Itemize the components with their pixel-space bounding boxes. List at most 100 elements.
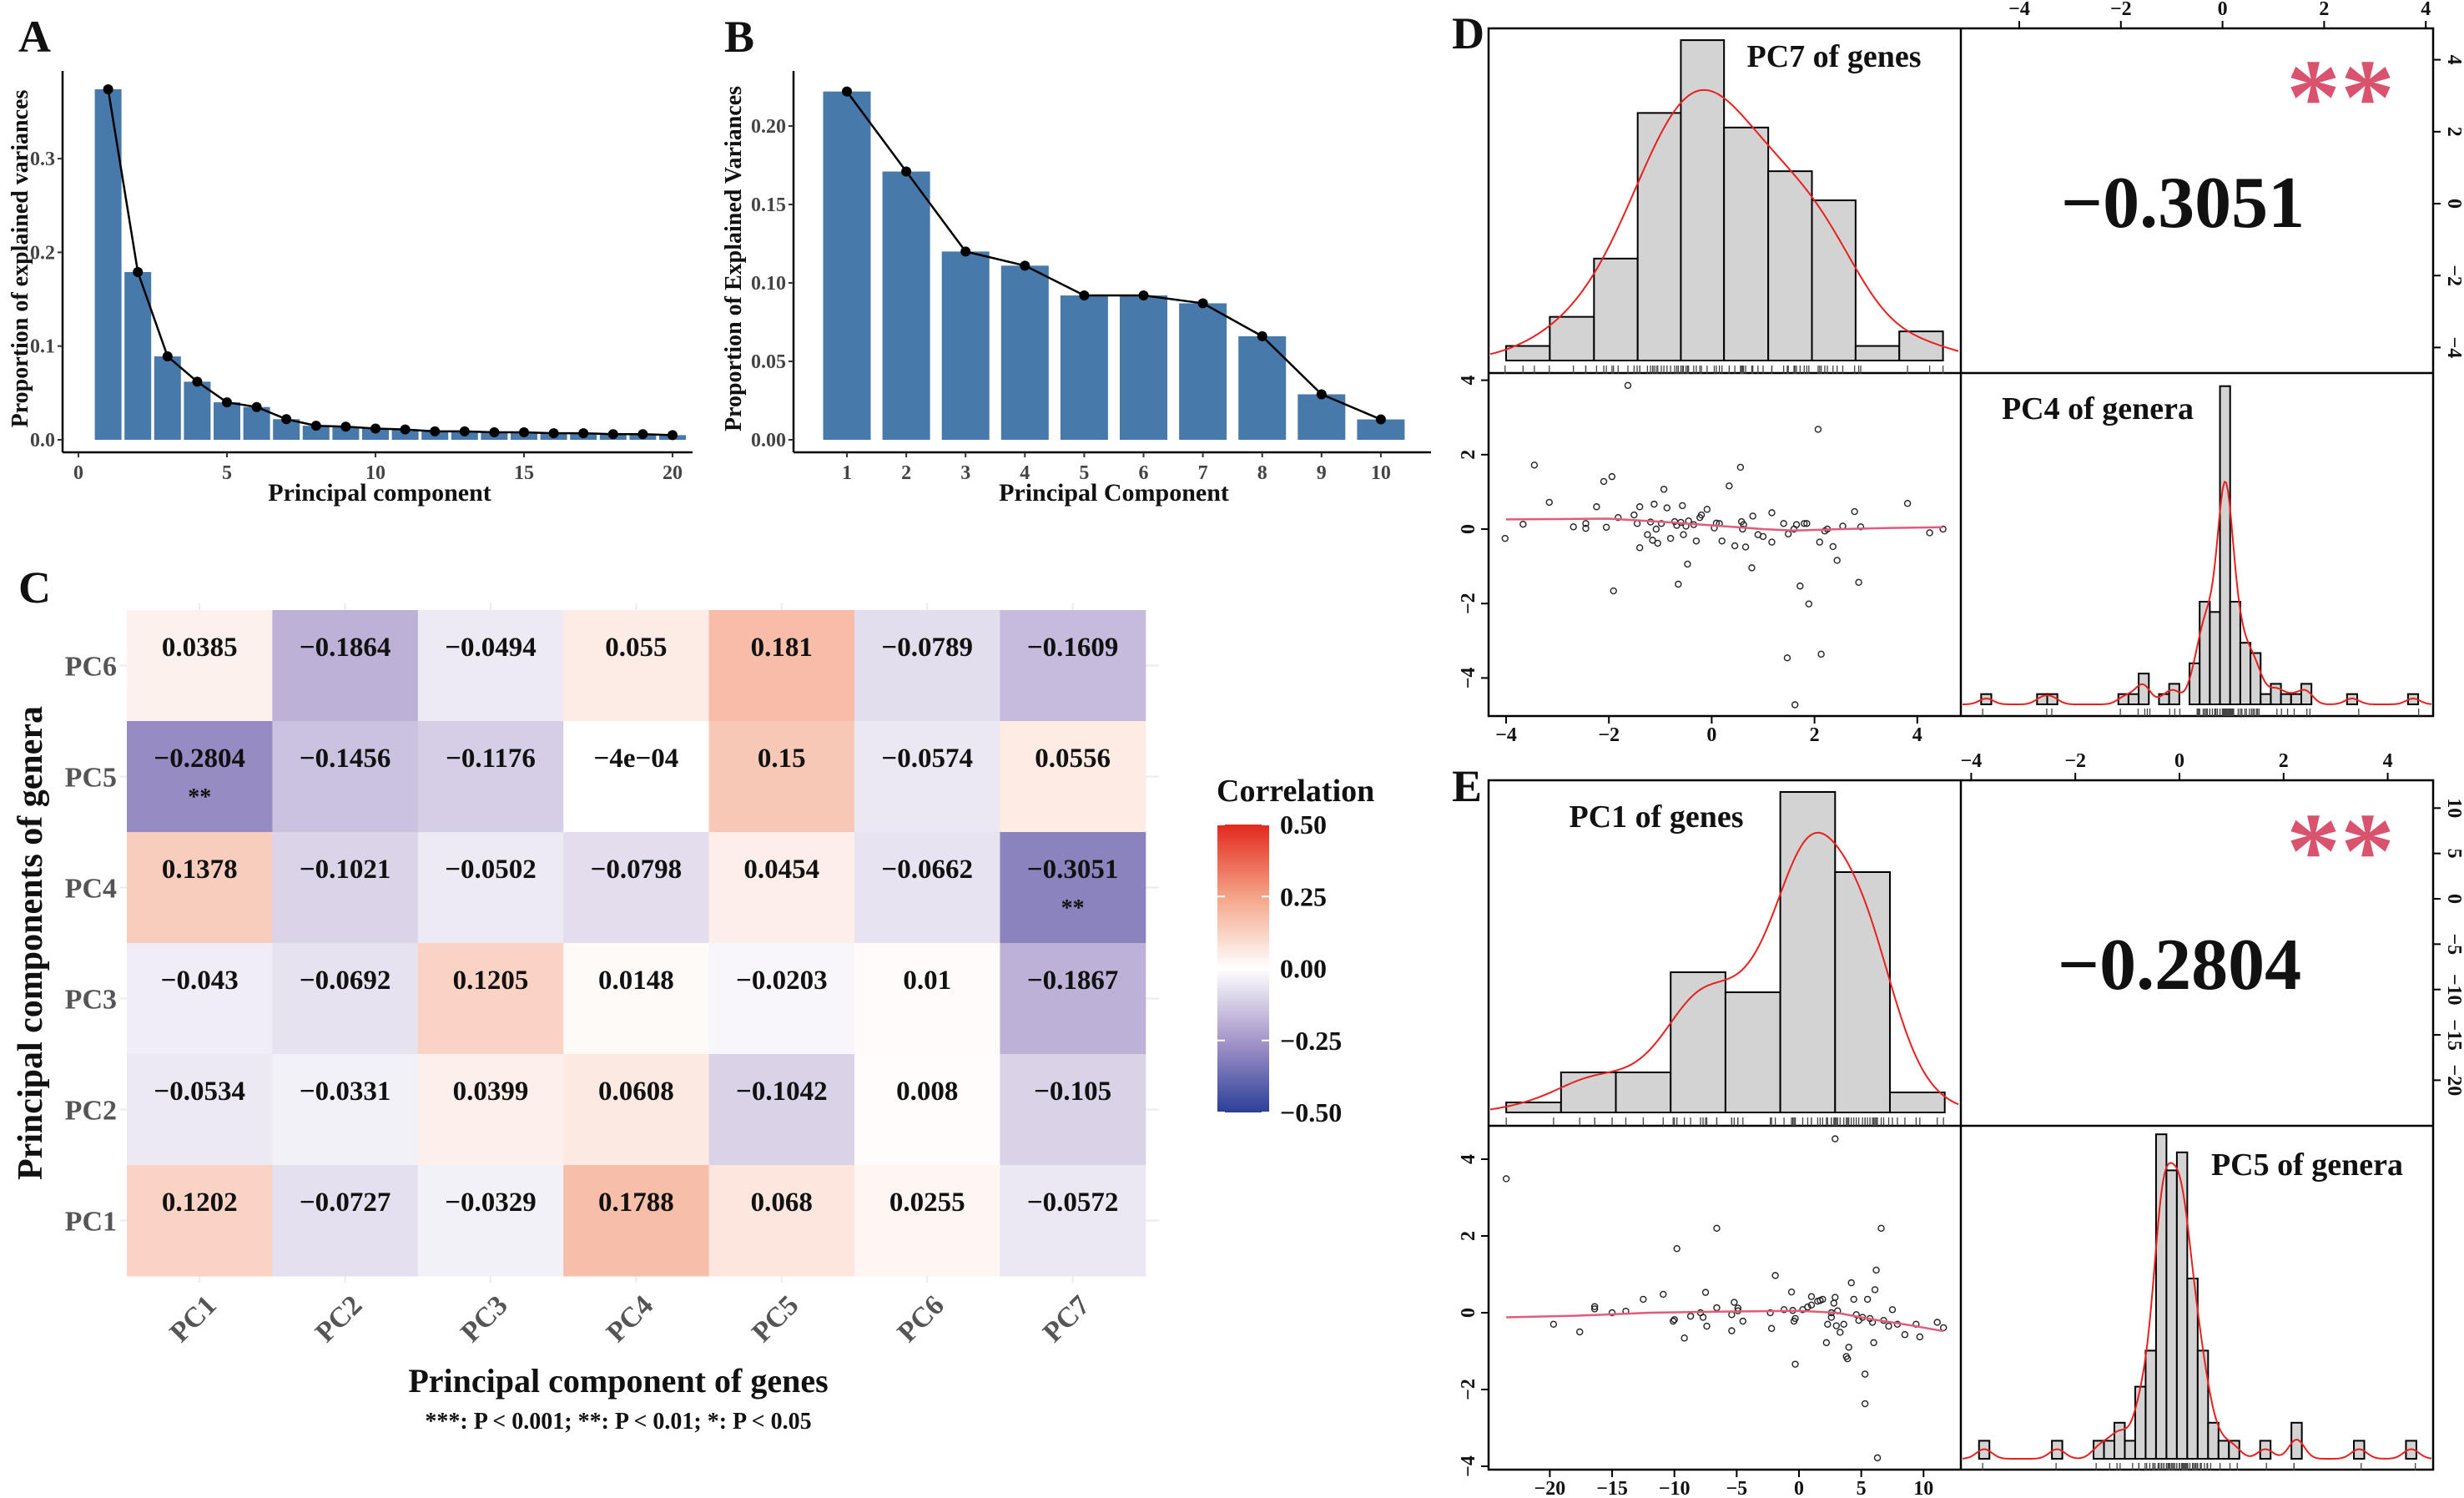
cell-value-label: −0.1609 xyxy=(1027,633,1119,663)
histogram-bar xyxy=(2280,693,2292,706)
scatter-point xyxy=(1713,1224,1721,1233)
cell-fill xyxy=(854,1165,1000,1277)
bar xyxy=(332,426,360,440)
data-point xyxy=(519,427,529,438)
variable-label: PC1 of genes xyxy=(1570,799,1744,835)
top-axis-label: 4 xyxy=(2383,750,2393,772)
bottom-axis-label: 0 xyxy=(1706,724,1716,746)
data-point xyxy=(578,428,589,439)
scatter-point xyxy=(1660,1290,1667,1299)
data-point xyxy=(162,351,173,362)
scatter-point xyxy=(1768,538,1776,546)
scatter-point xyxy=(1718,537,1726,545)
right-axis-label: −10 xyxy=(2443,974,2464,1006)
legend-tick-label: 0.50 xyxy=(1280,810,1327,840)
heatmap-cell: −0.0494 xyxy=(417,610,564,722)
top-axis-label: −4 xyxy=(2008,0,2030,20)
histogram-bar xyxy=(1811,199,1857,361)
cell-fill xyxy=(127,1054,273,1166)
y-tick-label: 0.2 xyxy=(30,242,55,264)
scatter-point xyxy=(1697,511,1706,519)
scatter-point xyxy=(1939,525,1947,533)
cell-value-label: −0.0574 xyxy=(881,744,973,774)
cell-value-label: 0.1205 xyxy=(453,966,529,996)
histogram-bar xyxy=(2239,642,2252,706)
cell-fill xyxy=(127,1165,273,1277)
y-tick-label: 0.3 xyxy=(30,149,55,170)
scatter-point xyxy=(1837,1329,1844,1336)
histogram-bar xyxy=(1670,971,1726,1113)
scatter-point xyxy=(1847,1279,1855,1287)
y-tick-label: 0.00 xyxy=(751,430,786,451)
data-point xyxy=(133,266,144,277)
histogram-bar xyxy=(2168,683,2180,706)
left-axis-label: 2 xyxy=(1458,1231,1479,1241)
heatmap-cell: 0.0385 xyxy=(127,610,273,722)
top-axis-label: 0 xyxy=(2218,0,2228,20)
data-point xyxy=(281,414,292,425)
y-axis-title: Proportion of Explained Variances xyxy=(721,86,747,431)
scatter-point xyxy=(1650,500,1658,508)
histogram-bar xyxy=(2189,662,2201,705)
bottom-axis-label: 5 xyxy=(1857,1478,1867,1498)
scatter-point xyxy=(1680,1334,1688,1342)
top-axis-label: −2 xyxy=(2064,750,2086,772)
heatmap-cell: −0.0789 xyxy=(854,610,1000,722)
heatmap-cell: 0.1202 xyxy=(127,1165,273,1277)
cell-value-label: 0.055 xyxy=(605,633,667,663)
scatter-point xyxy=(1903,500,1912,507)
top-axis-label: 4 xyxy=(2421,0,2431,20)
scatter-point xyxy=(1901,1331,1909,1339)
bar xyxy=(391,429,419,440)
cell-value-label: 0.0608 xyxy=(598,1077,674,1107)
scatter-point xyxy=(1801,520,1808,527)
cell-fill xyxy=(417,1054,564,1166)
histogram-bar xyxy=(1834,871,1891,1113)
scatter-point xyxy=(1784,530,1792,537)
correlation-value: −0.3051 xyxy=(2061,163,2305,244)
cell-fill xyxy=(854,832,1000,944)
scatter-point xyxy=(1748,564,1756,572)
bar xyxy=(362,428,389,440)
heatmap-cell: −4e−04 xyxy=(563,721,710,833)
scatter-point xyxy=(1630,511,1638,519)
right-axis-label: −5 xyxy=(2443,934,2464,956)
left-axis-label: 0 xyxy=(1458,524,1479,534)
cell-value-label: −0.0203 xyxy=(736,966,828,996)
scatter-point xyxy=(1855,578,1862,586)
scatter-point xyxy=(1863,1295,1872,1304)
x-tick-label: 4 xyxy=(1020,462,1030,484)
cell-fill xyxy=(563,721,710,833)
cell-value-label: −0.0789 xyxy=(881,633,973,663)
cell-fill xyxy=(854,721,1000,833)
legend-tick-label: −0.25 xyxy=(1280,1026,1342,1056)
x-tick-label: 20 xyxy=(663,462,683,484)
heatmap-cell: 0.1788 xyxy=(563,1165,710,1277)
scatter-point xyxy=(1739,1317,1747,1325)
column-label: PC4 xyxy=(601,1289,659,1348)
scatter-point xyxy=(1692,537,1701,545)
row-label: PC5 xyxy=(65,763,117,794)
x-tick-label: 2 xyxy=(901,462,911,484)
bottom-axis-label: −20 xyxy=(1534,1478,1566,1498)
histogram-bar xyxy=(2144,1349,2157,1460)
histogram-bar xyxy=(2196,1349,2210,1460)
scatter-point xyxy=(1873,1454,1882,1462)
histogram-bar xyxy=(1615,1072,1672,1113)
data-point xyxy=(1316,389,1327,400)
scatter-point xyxy=(1819,1295,1827,1304)
scatter-point xyxy=(1780,520,1787,527)
histogram-bar xyxy=(1636,112,1682,361)
scatter-point xyxy=(1615,513,1622,522)
cell-value-label: −0.0502 xyxy=(445,855,537,885)
x-tick-label: 9 xyxy=(1317,462,1327,484)
x-tick-label: 5 xyxy=(1079,462,1089,484)
heatmap-cell: −0.0331 xyxy=(272,1054,419,1166)
column-label: PC7 xyxy=(1037,1289,1096,1348)
right-axis-label: −15 xyxy=(2443,1019,2464,1051)
histogram-bar xyxy=(2290,693,2302,706)
column-label: PC5 xyxy=(746,1289,804,1348)
scatter-plot xyxy=(1501,381,1947,709)
cell-fill xyxy=(1000,610,1146,722)
scatter-point xyxy=(1877,1224,1885,1233)
